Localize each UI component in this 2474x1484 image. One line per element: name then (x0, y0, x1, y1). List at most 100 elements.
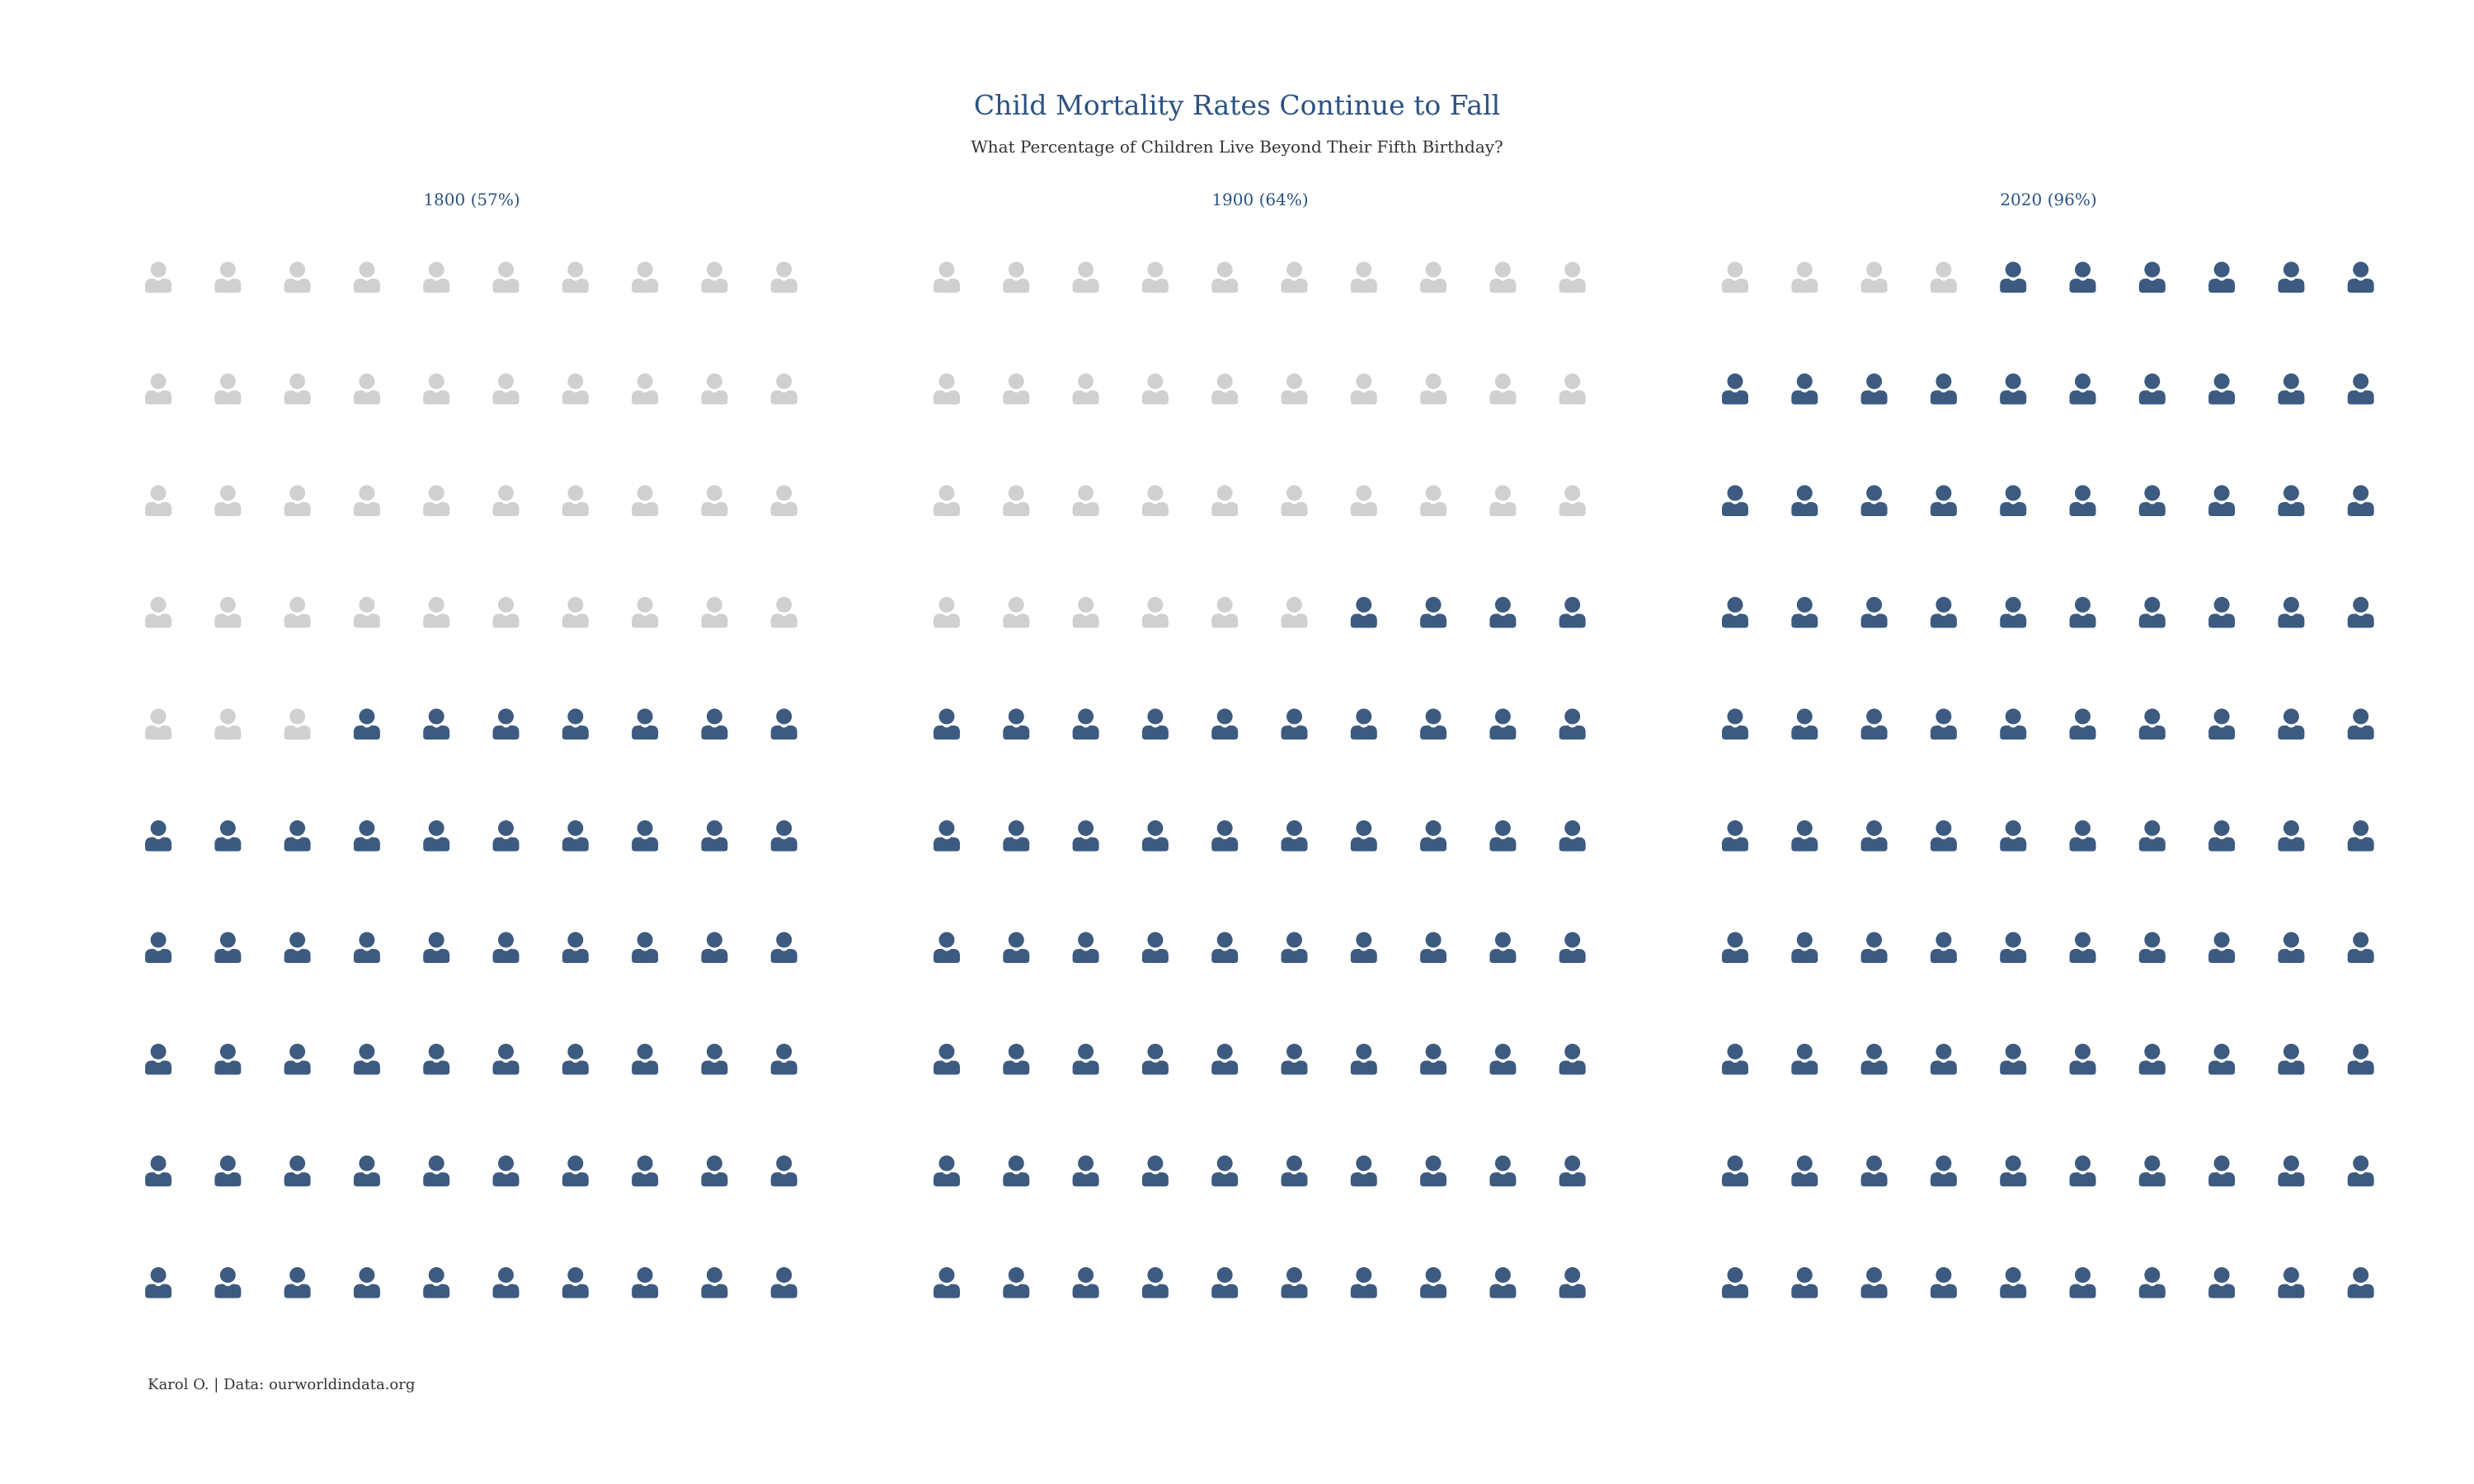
person-icon (701, 485, 728, 516)
person-icon (1791, 1267, 1818, 1298)
person-icon (1559, 932, 1586, 963)
person-icon (2208, 597, 2236, 628)
person-icon (1791, 597, 1818, 628)
person-icon (2138, 261, 2166, 293)
person-icon (214, 373, 242, 405)
person-icon (284, 1267, 311, 1298)
person-icon (214, 261, 242, 293)
person-icon (1930, 708, 1957, 740)
person-icon (492, 1044, 520, 1075)
person-icon (2000, 485, 2027, 516)
person-icon (1003, 820, 1030, 852)
person-icon (1489, 820, 1517, 852)
person-icon (1350, 485, 1377, 516)
panel-label-1900: 1900 (64%) (1211, 190, 1309, 209)
person-icon (701, 708, 728, 740)
person-icon (492, 261, 520, 293)
source-caption: Karol O. | Data: ourworldindata.org (148, 1376, 416, 1393)
person-icon (1211, 261, 1239, 293)
person-icon (562, 1044, 589, 1075)
person-icon (701, 1267, 728, 1298)
person-icon (701, 820, 728, 852)
person-icon (2000, 1267, 2027, 1298)
person-icon (2278, 373, 2305, 405)
person-icon (1559, 1155, 1586, 1186)
person-icon (1860, 932, 1888, 963)
person-icon (1281, 485, 1308, 516)
person-icon (562, 932, 589, 963)
person-icon (284, 261, 311, 293)
person-icon (2069, 1155, 2096, 1186)
person-icon (353, 485, 380, 516)
person-icon (423, 708, 450, 740)
person-icon (214, 1267, 242, 1298)
person-icon (1722, 485, 1748, 516)
person-icon (1211, 1155, 1239, 1186)
person-icon (2000, 261, 2027, 293)
person-icon (1489, 597, 1517, 628)
person-icon (1211, 1044, 1239, 1075)
person-icon (423, 1267, 450, 1298)
person-icon (2000, 820, 2027, 852)
person-icon (632, 708, 659, 740)
person-icon (353, 1044, 380, 1075)
person-icon (701, 1155, 728, 1186)
person-icon (2278, 597, 2305, 628)
person-icon (2208, 261, 2236, 293)
person-icon (1350, 261, 1377, 293)
person-icon (934, 1155, 960, 1186)
person-icon (1072, 1267, 1099, 1298)
person-icon (492, 373, 520, 405)
person-icon (1281, 932, 1308, 963)
person-icon (214, 932, 242, 963)
panel-label-2020: 2020 (96%) (2000, 190, 2097, 209)
person-icon (1860, 373, 1888, 405)
person-icon (2069, 708, 2096, 740)
person-icon (492, 597, 520, 628)
person-icon (2000, 932, 2027, 963)
person-icon (284, 597, 311, 628)
person-icon (1281, 1044, 1308, 1075)
person-icon (1211, 597, 1239, 628)
person-icon (145, 485, 172, 516)
person-icon (2278, 485, 2305, 516)
person-icon (2347, 261, 2374, 293)
person-icon (2138, 820, 2166, 852)
person-icon (1930, 597, 1957, 628)
person-icon (1559, 485, 1586, 516)
person-icon (2278, 932, 2305, 963)
person-icon (1559, 708, 1586, 740)
person-icon (145, 261, 172, 293)
person-icon (353, 708, 380, 740)
person-icon (1281, 261, 1308, 293)
person-icon (1072, 261, 1099, 293)
person-icon (2069, 373, 2096, 405)
person-icon (1420, 1155, 1447, 1186)
person-icon (284, 820, 311, 852)
person-icon (492, 1155, 520, 1186)
person-icon (1860, 1044, 1888, 1075)
person-icon (1072, 1155, 1099, 1186)
person-icon (1860, 1155, 1888, 1186)
person-icon (701, 597, 728, 628)
person-icon (1722, 708, 1748, 740)
person-icon (2347, 485, 2374, 516)
person-icon (1003, 597, 1030, 628)
person-icon (1072, 485, 1099, 516)
person-icon (423, 597, 450, 628)
person-icon (1860, 485, 1888, 516)
person-icon (1791, 485, 1818, 516)
person-icon (2208, 932, 2236, 963)
person-icon (1791, 708, 1818, 740)
person-icon (1281, 820, 1308, 852)
person-icon (1281, 1267, 1308, 1298)
person-icon (1420, 1267, 1447, 1298)
person-icon (2069, 820, 2096, 852)
person-icon (632, 1155, 659, 1186)
person-icon (145, 1267, 172, 1298)
person-icon (1072, 708, 1099, 740)
person-icon (1211, 373, 1239, 405)
person-icon (1722, 1267, 1748, 1298)
person-icon (2278, 1044, 2305, 1075)
